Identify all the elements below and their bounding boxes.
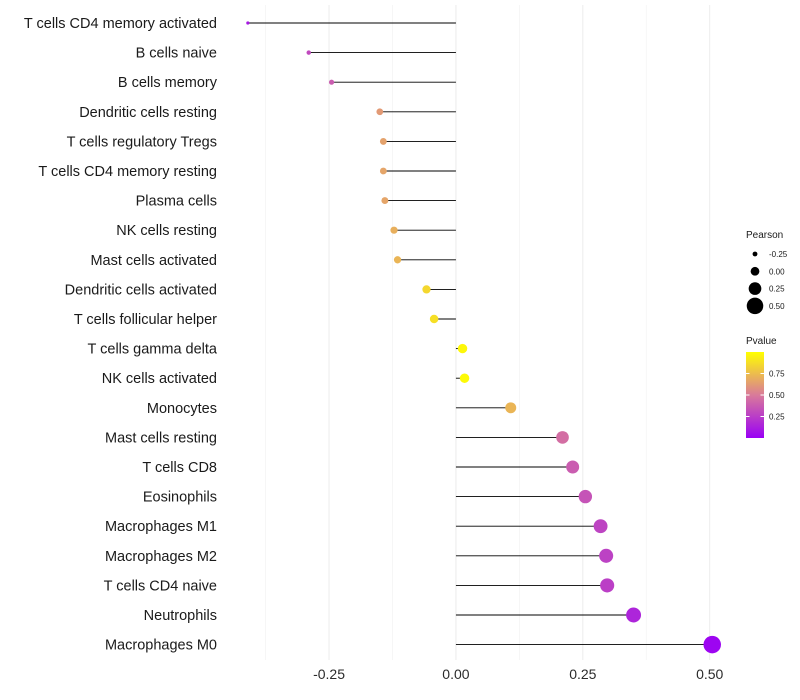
x-axis-tick-labels: -0.25 0.00 0.25 0.50 bbox=[313, 666, 723, 682]
category-label: Plasma cells bbox=[136, 194, 217, 210]
size-legend-key bbox=[752, 251, 758, 257]
data-point bbox=[390, 226, 398, 234]
data-point bbox=[626, 607, 642, 623]
category-label: Macrophages M0 bbox=[105, 638, 217, 654]
size-legend-key bbox=[746, 297, 764, 315]
category-label: T cells CD8 bbox=[142, 460, 217, 476]
data-point bbox=[566, 460, 580, 474]
pearson-legend-title: Pearson bbox=[746, 230, 783, 241]
grid-lines bbox=[265, 5, 711, 660]
category-label: T cells follicular helper bbox=[74, 312, 217, 328]
pvalue-legend-title: Pvalue bbox=[746, 336, 777, 347]
category-label: Dendritic cells resting bbox=[79, 105, 217, 121]
data-point bbox=[379, 137, 387, 145]
category-label: B cells naive bbox=[136, 46, 217, 62]
x-tick-label: 0.00 bbox=[442, 666, 469, 682]
category-label: Eosinophils bbox=[143, 490, 217, 506]
category-label: Mast cells resting bbox=[105, 430, 217, 446]
colorbar-label: 0.75 bbox=[769, 370, 785, 379]
category-label: T cells CD4 naive bbox=[104, 578, 217, 594]
data-point bbox=[379, 167, 387, 175]
data-point bbox=[422, 285, 431, 294]
category-label: NK cells activated bbox=[102, 371, 217, 387]
data-point bbox=[600, 578, 615, 593]
data-point bbox=[703, 635, 721, 654]
category-label: B cells memory bbox=[118, 75, 218, 91]
colorbar-label: 0.25 bbox=[769, 413, 785, 422]
category-label: Neutrophils bbox=[144, 608, 217, 624]
size-legend-label: 0.50 bbox=[769, 302, 785, 311]
data-point bbox=[593, 519, 608, 534]
category-label: T cells gamma delta bbox=[88, 342, 218, 358]
data-point bbox=[376, 108, 384, 116]
category-label: Dendritic cells activated bbox=[65, 282, 217, 298]
data-point bbox=[306, 50, 311, 55]
data-point bbox=[599, 548, 614, 563]
size-legend-label: -0.25 bbox=[769, 250, 788, 259]
data-point bbox=[459, 373, 470, 383]
data-point bbox=[457, 343, 468, 354]
size-legend-key bbox=[748, 282, 762, 295]
category-label: T cells regulatory Tregs bbox=[67, 134, 217, 150]
size-legend-key bbox=[750, 266, 760, 276]
category-label: NK cells resting bbox=[116, 223, 217, 239]
category-label: Macrophages M1 bbox=[105, 519, 217, 535]
size-legend-label: 0.00 bbox=[769, 267, 785, 276]
pvalue-color-legend: Pvalue 0.75 0.50 0.25 bbox=[746, 336, 785, 438]
data-point bbox=[393, 256, 402, 264]
data-point bbox=[578, 489, 593, 504]
colorbar-label: 0.50 bbox=[769, 391, 785, 400]
data-point bbox=[505, 402, 517, 414]
data-point bbox=[556, 431, 569, 444]
pearson-size-legend: Pearson -0.25 0.00 0.25 0.50 bbox=[746, 230, 788, 315]
x-tick-label: 0.25 bbox=[569, 666, 596, 682]
category-labels: T cells CD4 memory activated B cells naiv… bbox=[24, 16, 218, 654]
category-label: Monocytes bbox=[147, 401, 217, 417]
x-tick-label: -0.25 bbox=[313, 666, 345, 682]
data-point bbox=[328, 79, 335, 85]
data-point bbox=[429, 314, 439, 324]
x-tick-label: 0.50 bbox=[696, 666, 723, 682]
lollipop-dots bbox=[246, 21, 721, 654]
pvalue-colorbar bbox=[746, 352, 764, 438]
category-label: Macrophages M2 bbox=[105, 549, 217, 565]
size-legend-label: 0.25 bbox=[769, 285, 785, 294]
category-label: T cells CD4 memory activated bbox=[24, 16, 217, 32]
lollipop-stems bbox=[247, 22, 713, 646]
category-label: Mast cells activated bbox=[90, 253, 217, 269]
data-point bbox=[381, 197, 389, 205]
data-point bbox=[246, 21, 250, 25]
category-label: T cells CD4 memory resting bbox=[38, 164, 217, 180]
